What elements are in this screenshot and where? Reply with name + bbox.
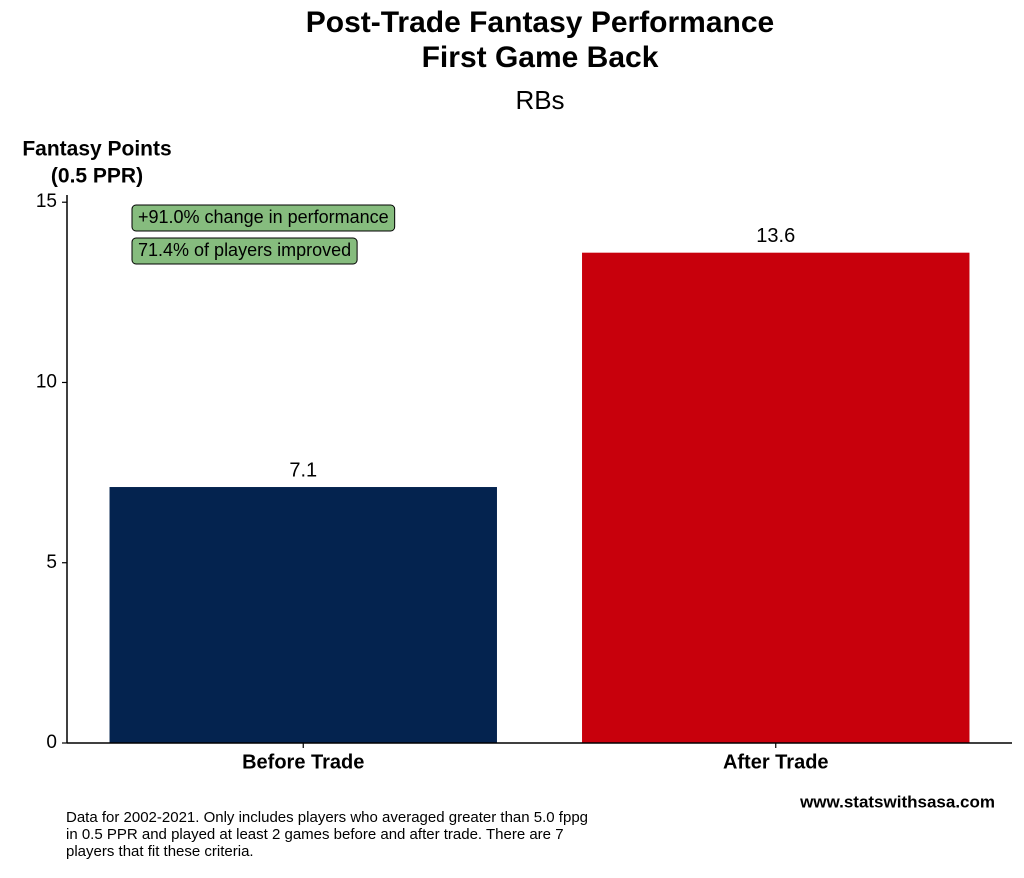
y-tick-label: 5 (46, 552, 57, 573)
caption: Data for 2002-2021. Only includes player… (66, 809, 588, 826)
y-axis-label: (0.5 PPR) (51, 165, 143, 188)
x-tick-label: Before Trade (242, 751, 364, 773)
chart-title: First Game Back (422, 41, 659, 74)
caption: in 0.5 PPR and played at least 2 games b… (66, 826, 564, 843)
y-tick-label: 15 (36, 191, 57, 212)
bar (109, 487, 497, 743)
x-tick-label: After Trade (723, 751, 829, 773)
data-label: 13.6 (756, 225, 795, 247)
annotation: +91.0% change in performance (138, 207, 389, 227)
y-tick-label: 0 (46, 732, 57, 753)
chart-subtitle: RBs (515, 85, 564, 115)
annotation-box (131, 237, 358, 265)
source: www.statswithsasa.com (799, 792, 995, 811)
y-axis-label: Fantasy Points (22, 138, 171, 161)
y-tick-label: 10 (36, 371, 57, 392)
data-label: 7.1 (289, 459, 317, 481)
caption: players that fit these criteria. (66, 843, 254, 860)
annotation: 71.4% of players improved (138, 240, 351, 260)
bar (582, 252, 970, 743)
chart-title: Post-Trade Fantasy Performance (306, 6, 775, 39)
annotation-box (131, 204, 396, 232)
